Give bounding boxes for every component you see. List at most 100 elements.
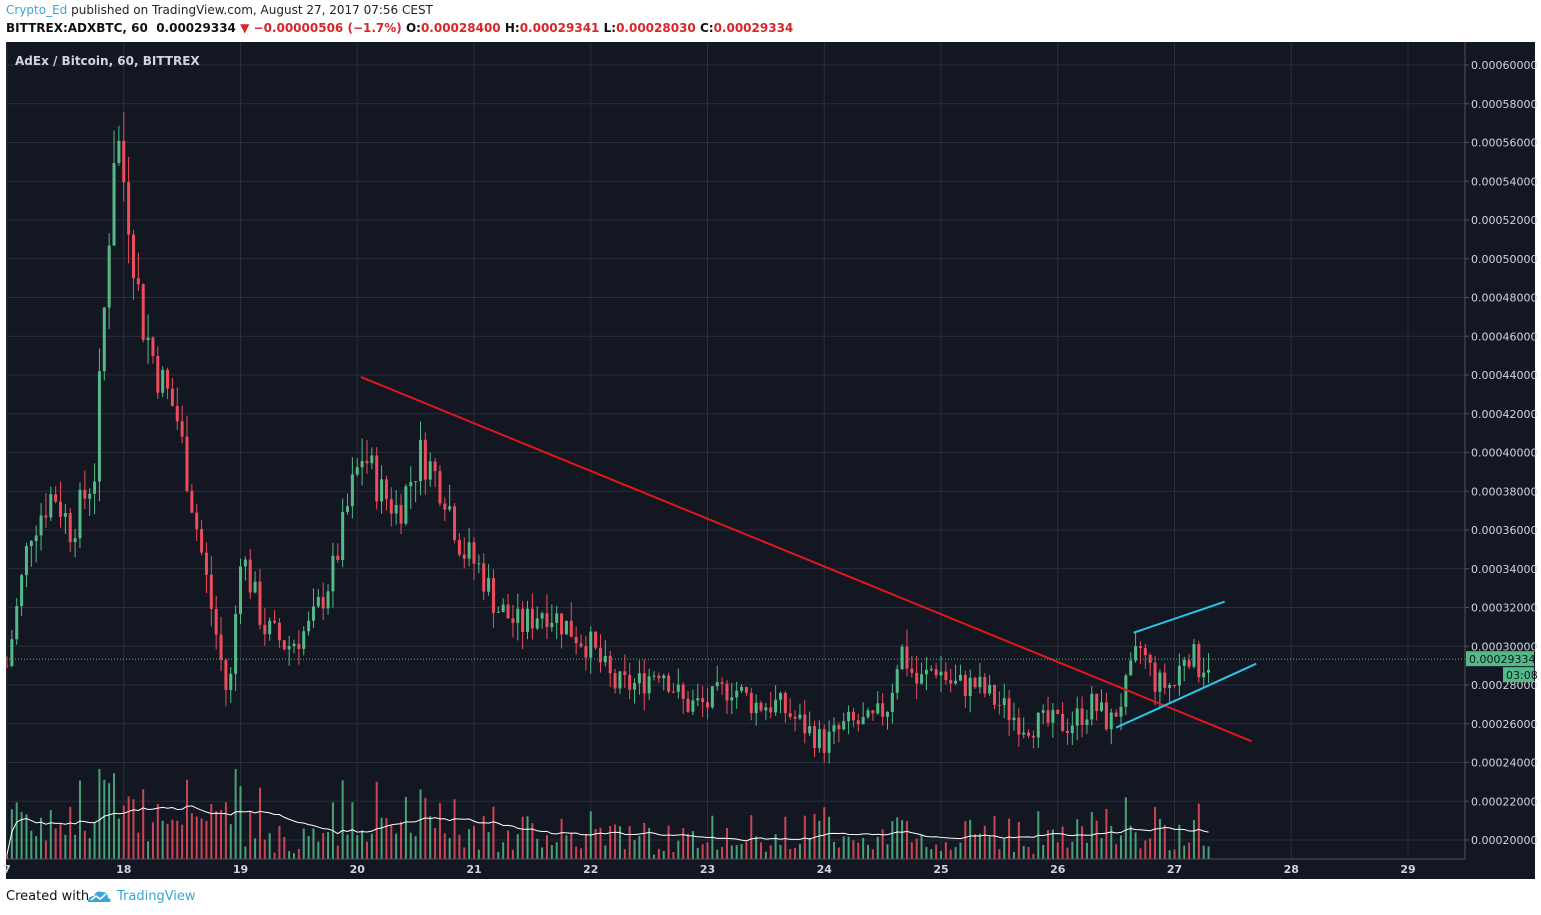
candle-body	[1202, 672, 1206, 678]
volume-bar	[151, 822, 154, 859]
candle-body	[584, 646, 588, 658]
volume-bar	[511, 849, 514, 859]
price-tick-label: 0.00040000	[1471, 447, 1537, 460]
time-tick-label: 23	[700, 863, 715, 876]
candle-body	[394, 504, 398, 514]
volume-bar	[468, 829, 471, 859]
candle-body	[170, 388, 174, 407]
candle-body	[817, 729, 821, 749]
volume-bar	[404, 796, 407, 859]
volume-bar	[721, 846, 724, 859]
volume-bar	[633, 840, 636, 859]
candle-body	[239, 566, 242, 614]
volume-bar	[273, 852, 276, 859]
volume-bar	[779, 844, 782, 859]
trendline-descending-resistance[interactable]	[360, 376, 1252, 743]
candle-body	[837, 725, 841, 730]
price-tick-label: 0.00020000	[1471, 834, 1537, 847]
candle-body	[268, 620, 272, 635]
volume-bar	[526, 816, 529, 859]
price-tick-label: 0.00042000	[1471, 408, 1537, 421]
volume-bar	[969, 819, 972, 859]
candle-body	[1002, 698, 1006, 706]
candle-body	[876, 703, 880, 714]
candle-body	[676, 684, 680, 692]
candle-body	[944, 671, 948, 681]
volume-bar	[852, 840, 855, 859]
volume-bar	[44, 840, 47, 859]
candle-body	[958, 674, 962, 681]
candle-body	[642, 673, 646, 694]
candle-body	[540, 613, 544, 619]
candle-body	[200, 529, 204, 553]
price-tick-label: 0.00022000	[1471, 795, 1537, 808]
volume-bar	[93, 822, 96, 859]
volume-bar	[419, 789, 422, 859]
candle-body	[15, 606, 19, 640]
volume-bar	[1076, 819, 1079, 859]
candle-body	[253, 581, 257, 593]
volume-bar	[905, 820, 908, 859]
candle-body	[185, 436, 189, 491]
volume-bar	[1154, 806, 1157, 859]
volume-bar	[1139, 848, 1142, 859]
volume-bar	[502, 842, 505, 859]
candle-body	[915, 672, 919, 684]
trendline-channel-lower[interactable]	[1115, 662, 1257, 729]
symbol-label: BITTREX:ADXBTC, 60	[6, 21, 148, 35]
candle-body	[29, 541, 33, 547]
volume-bar	[341, 780, 344, 859]
candle-body	[764, 707, 768, 711]
candle-body	[277, 622, 281, 641]
volume-bar	[876, 836, 879, 859]
candle-body	[243, 559, 247, 567]
volume-bar	[205, 820, 208, 859]
candle-body	[1017, 717, 1021, 735]
price-axis[interactable]: 0.00020000 0.00022000 0.00024000 0.00026000…	[1464, 42, 1538, 879]
volume-bar	[30, 830, 33, 859]
volume-bar	[283, 837, 286, 859]
volume-bar	[25, 814, 28, 859]
candle-body	[710, 686, 714, 708]
volume-bar	[959, 842, 962, 859]
candle-body	[997, 704, 1001, 706]
candle-body	[1095, 693, 1099, 712]
candle-body	[550, 622, 554, 628]
time-tick-label: 7	[3, 863, 11, 876]
time-axis[interactable]: 7 18 19 20 21 22 23 24 25 26 27 28 29	[3, 858, 1465, 876]
volume-bar	[1192, 820, 1195, 859]
volume-bar	[98, 769, 101, 859]
price-tick-label: 0.00048000	[1471, 292, 1537, 305]
volume-bar	[181, 824, 184, 859]
candle-body	[229, 673, 233, 691]
author-link[interactable]: Crypto_Ed	[6, 3, 68, 17]
price-chart[interactable]: 0.00020000 0.00022000 0.00024000 0.00026000…	[0, 42, 1541, 879]
volume-bar	[20, 812, 23, 859]
candle-body	[564, 620, 568, 635]
candle-body	[749, 692, 753, 714]
volume-bar	[190, 813, 193, 859]
volume-bar	[64, 834, 67, 859]
trendline-channel-upper[interactable]	[1133, 600, 1226, 634]
candle-body	[686, 698, 690, 712]
candle-body	[866, 710, 870, 718]
price-change: −0.00000506 (−1.7%)	[253, 21, 402, 35]
volume-bar	[935, 844, 938, 859]
volume-bar	[137, 832, 140, 859]
volume-bar	[691, 831, 694, 859]
tradingview-cloud-icon	[88, 891, 111, 902]
tradingview-link[interactable]: TradingView	[117, 889, 196, 904]
candle-body	[963, 674, 967, 697]
candle-body	[122, 140, 126, 183]
volume-bar	[336, 845, 339, 859]
price-tick-label: 0.00034000	[1471, 563, 1537, 576]
candle-body	[68, 512, 72, 543]
candle-body	[973, 677, 977, 688]
volume-bar	[565, 835, 568, 859]
volume-bar	[1158, 818, 1161, 859]
volume-bar	[200, 818, 203, 859]
candle-body	[472, 542, 476, 564]
volume-bar	[1129, 825, 1132, 859]
volume-bar	[706, 842, 709, 859]
candle-body	[1012, 717, 1016, 721]
